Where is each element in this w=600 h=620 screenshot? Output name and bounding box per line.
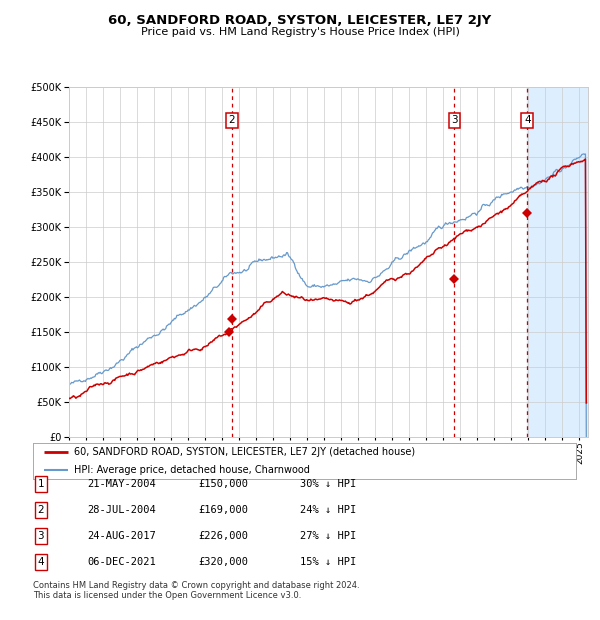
- Text: 3: 3: [37, 531, 44, 541]
- Text: 60, SANDFORD ROAD, SYSTON, LEICESTER, LE7 2JY: 60, SANDFORD ROAD, SYSTON, LEICESTER, LE…: [109, 14, 491, 27]
- Text: 1: 1: [37, 479, 44, 489]
- Text: 27% ↓ HPI: 27% ↓ HPI: [300, 531, 356, 541]
- Text: 30% ↓ HPI: 30% ↓ HPI: [300, 479, 356, 489]
- Text: 2: 2: [229, 115, 235, 125]
- Text: 28-JUL-2004: 28-JUL-2004: [87, 505, 156, 515]
- Text: 60, SANDFORD ROAD, SYSTON, LEICESTER, LE7 2JY (detached house): 60, SANDFORD ROAD, SYSTON, LEICESTER, LE…: [74, 446, 415, 457]
- Text: 4: 4: [37, 557, 44, 567]
- Text: 3: 3: [451, 115, 458, 125]
- Bar: [527, 87, 588, 437]
- Text: £320,000: £320,000: [198, 557, 248, 567]
- Text: 15% ↓ HPI: 15% ↓ HPI: [300, 557, 356, 567]
- Text: 4: 4: [524, 115, 530, 125]
- Text: This data is licensed under the Open Government Licence v3.0.: This data is licensed under the Open Gov…: [33, 591, 301, 600]
- Text: £226,000: £226,000: [198, 531, 248, 541]
- Text: 06-DEC-2021: 06-DEC-2021: [87, 557, 156, 567]
- Text: 2: 2: [37, 505, 44, 515]
- Text: Price paid vs. HM Land Registry's House Price Index (HPI): Price paid vs. HM Land Registry's House …: [140, 27, 460, 37]
- Text: HPI: Average price, detached house, Charnwood: HPI: Average price, detached house, Char…: [74, 464, 310, 475]
- Text: £169,000: £169,000: [198, 505, 248, 515]
- Text: 24% ↓ HPI: 24% ↓ HPI: [300, 505, 356, 515]
- Text: 24-AUG-2017: 24-AUG-2017: [87, 531, 156, 541]
- Text: 21-MAY-2004: 21-MAY-2004: [87, 479, 156, 489]
- Text: £150,000: £150,000: [198, 479, 248, 489]
- Text: Contains HM Land Registry data © Crown copyright and database right 2024.: Contains HM Land Registry data © Crown c…: [33, 581, 359, 590]
